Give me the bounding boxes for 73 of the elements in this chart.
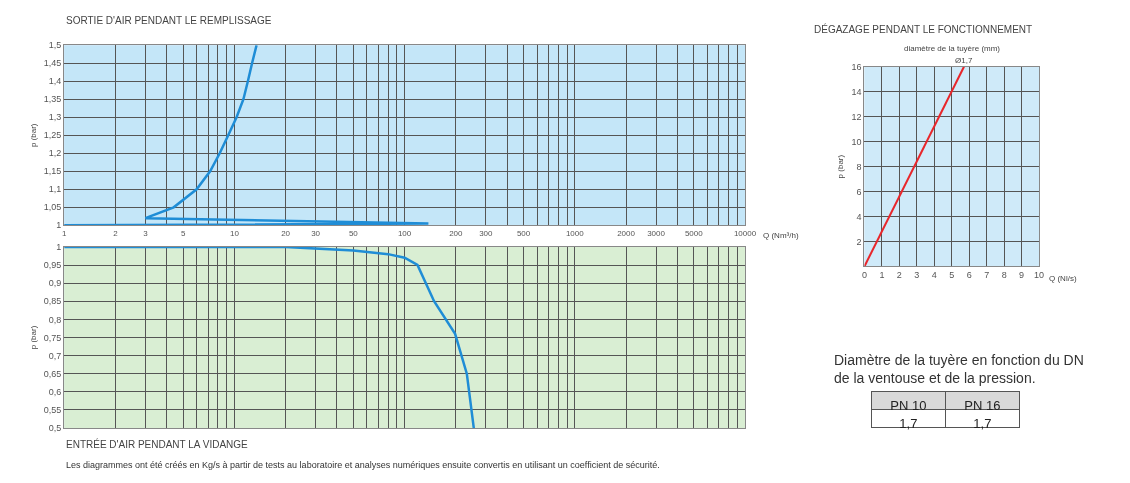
x-tick-label: 0	[861, 270, 867, 281]
x-tick-label: 10	[229, 228, 240, 238]
y-tick-label: 0,95	[43, 260, 62, 271]
x-tick-label: 30	[311, 228, 321, 238]
y-tick-label: 1,25	[43, 130, 62, 141]
y-tick-label: 2	[856, 236, 862, 247]
y-tick-label: 1,3	[48, 112, 62, 123]
x-axis-title: Q (Nl/s)	[1049, 274, 1077, 283]
y-tick-label: 1	[56, 220, 62, 231]
x-tick-label: 20	[281, 228, 291, 238]
x-tick-label: 5	[949, 270, 955, 281]
y-tick-label: 4	[856, 211, 862, 222]
y-tick-label: 1,05	[43, 202, 62, 213]
y-tick-label: 0,8	[48, 314, 62, 325]
y-tick-label: 0,75	[43, 332, 62, 343]
text: Les diagrammes ont été créés en Kg/s à partir de tests au laboratoire et analyses numériques ensuite convertis en utilisant un coefficient de sécurité.	[66, 460, 660, 470]
y-tick-label: 1,5	[48, 40, 62, 51]
y-tick-label: 1,4	[48, 76, 62, 87]
x-tick-label: 3	[914, 270, 920, 281]
chart-title: SORTIE D'AIR PENDANT LE REMPLISSAGE	[66, 15, 272, 26]
y-tick-label: 0,5	[48, 423, 62, 434]
x-axis-title: Q (Nm³/h)	[763, 231, 799, 240]
x-tick-label: 10000	[733, 228, 757, 238]
category-label: PN 16	[964, 397, 1001, 413]
x-tick-label: 8	[1001, 270, 1007, 281]
text: Diamètre de la tuyère en fonction du DN de la ventouse et de la pression.	[834, 352, 1084, 387]
y-tick-label: 0,65	[43, 368, 62, 379]
x-tick-label: 6	[966, 270, 972, 281]
x-tick-label: 4	[931, 270, 937, 281]
x-tick-label: 2000	[617, 228, 636, 238]
y-tick-label: 1,15	[43, 166, 62, 177]
y-tick-label: 1,2	[48, 148, 62, 159]
x-tick-label: 1	[879, 270, 885, 281]
y-tick-label: 0,55	[43, 405, 62, 416]
x-tick-label: 2	[113, 228, 119, 238]
text: 1,7	[899, 415, 918, 431]
y-tick-label: 0,7	[48, 350, 62, 361]
chart-title: DÉGAZAGE PENDANT LE FONCTIONNEMENT	[814, 23, 1033, 35]
y-tick-label: 0,6	[48, 386, 62, 397]
y-tick-label: 1,35	[43, 94, 62, 105]
x-tick-label: 10	[1034, 270, 1045, 281]
x-tick-label: 9	[1019, 270, 1025, 281]
y-axis-title: p (bar)	[28, 325, 38, 350]
y-axis-title: p (bar)	[28, 123, 38, 148]
text: 1,7	[973, 415, 992, 431]
chart-subtitle: diamètre de la tuyère (mm)	[904, 44, 1001, 53]
x-tick-label: 1000	[565, 228, 585, 238]
x-tick-label: 3	[143, 228, 149, 238]
annotation: Ø1,7	[955, 56, 973, 65]
x-tick-label: 100	[397, 228, 412, 238]
x-tick-label: 7	[984, 270, 990, 281]
x-tick-label: 2	[896, 270, 902, 281]
category-label: PN 10	[890, 397, 927, 413]
y-tick-label: 0,9	[48, 278, 62, 289]
y-tick-label: 1,1	[48, 184, 62, 195]
y-tick-label: 10	[851, 136, 862, 147]
x-tick-label: 5000	[684, 228, 704, 238]
x-tick-label: 5	[180, 228, 186, 238]
y-tick-label: 14	[851, 86, 862, 97]
y-tick-label: 1,45	[43, 58, 62, 69]
y-tick-label: 1	[56, 242, 62, 253]
y-tick-label: 8	[856, 161, 862, 172]
x-tick-label: 500	[516, 228, 531, 238]
x-tick-label: 3000	[647, 228, 666, 238]
y-tick-label: 6	[856, 186, 862, 197]
x-tick-label: 50	[348, 228, 359, 238]
y-axis-title: p (bar)	[836, 154, 846, 179]
text: ENTRÉE D'AIR PENDANT LA VIDANGE	[66, 438, 249, 450]
y-tick-label: 0,85	[43, 296, 62, 307]
y-tick-label: 12	[851, 111, 862, 122]
y-tick-label: 16	[851, 61, 862, 72]
x-tick-label: 300	[479, 228, 494, 238]
x-tick-label: 200	[449, 228, 464, 238]
